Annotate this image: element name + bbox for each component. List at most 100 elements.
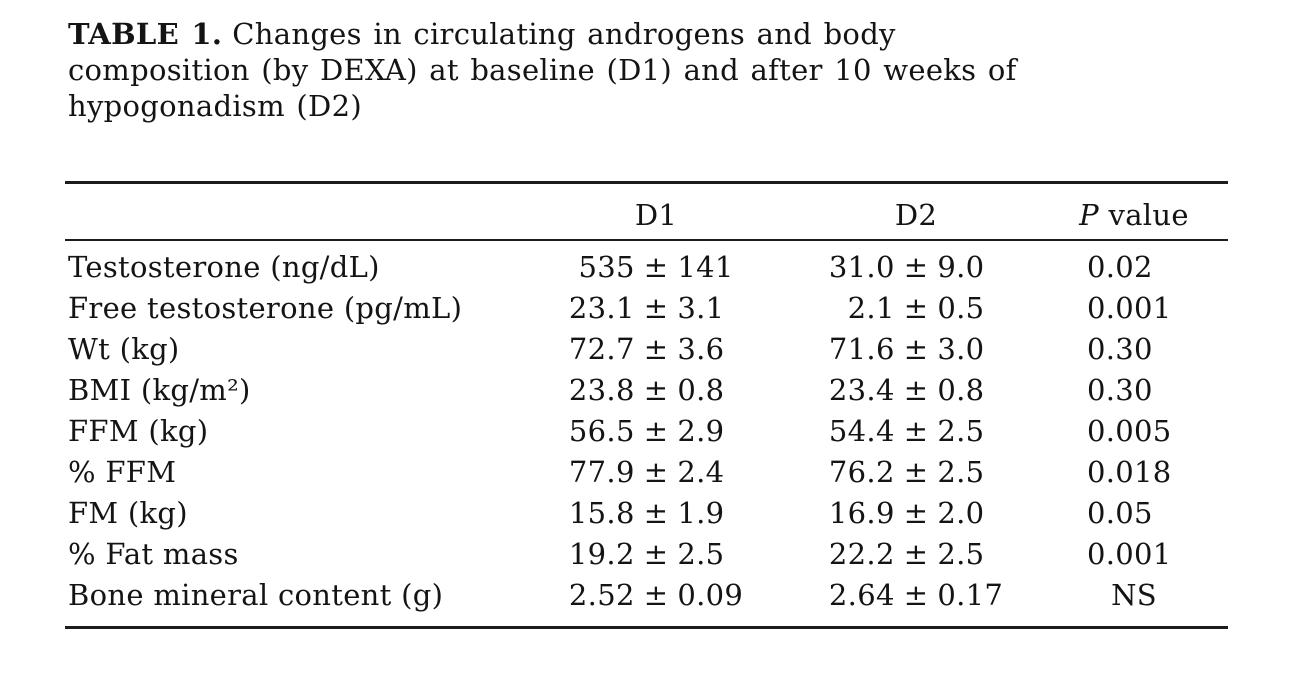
plus-minus-sign: ± [903, 290, 929, 325]
d1-mean: 77.9 [568, 454, 635, 489]
row-d1-cell: 72.7 ± 3.6 [520, 328, 792, 369]
row-p-cell: 0.05 [1040, 492, 1228, 533]
p-value: 0.30 [1087, 372, 1153, 407]
row-p-cell: 0.018 [1040, 451, 1228, 492]
d1-mean: 15.8 [568, 495, 635, 530]
row-p-cell: 0.005 [1040, 410, 1228, 451]
row-p-cell: 0.001 [1040, 533, 1228, 574]
d2-mean: 54.4 [828, 413, 895, 448]
p-value: 0.001 [1087, 290, 1172, 325]
row-p-cell: 0.001 [1040, 287, 1228, 328]
row-p-cell: NS [1040, 574, 1228, 628]
caption-line-1: Changes in circulating androgens and bod… [232, 17, 896, 51]
row-d2-cell: 71.6 ± 3.0 [792, 328, 1040, 369]
header-p-value: P value [1040, 183, 1228, 241]
plus-minus-sign: ± [643, 372, 669, 407]
p-value: 0.30 [1087, 331, 1153, 366]
row-d2-cell: 23.4 ± 0.8 [792, 369, 1040, 410]
d1-mean: 72.7 [568, 331, 635, 366]
row-d2-cell: 31.0 ± 9.0 [792, 240, 1040, 287]
d1-mean: 19.2 [568, 536, 635, 571]
table-row: % FFM 77.9 ± 2.4 76.2 ± 2.5 0.018 [65, 451, 1228, 492]
d2-mean: 71.6 [828, 331, 895, 366]
row-parameter: FM (kg) [68, 495, 188, 530]
row-d2-cell: 2.1 ± 0.5 [792, 287, 1040, 328]
d1-mean: 2.52 [568, 577, 635, 612]
row-parameter: % FFM [68, 454, 177, 489]
row-d2-cell: 16.9 ± 2.0 [792, 492, 1040, 533]
d2-sd: 2.5 [937, 413, 985, 448]
caption-line-3: hypogonadism (D2) [68, 89, 362, 123]
row-p-cell: 0.30 [1040, 369, 1228, 410]
d1-mean: 23.8 [568, 372, 635, 407]
d1-sd: 3.6 [677, 331, 725, 366]
plus-minus-sign: ± [643, 495, 669, 530]
d1-sd: 0.8 [677, 372, 725, 407]
p-value: 0.018 [1087, 454, 1172, 489]
plus-minus-sign: ± [903, 495, 929, 530]
d1-mean: 535 [578, 249, 635, 284]
header-p-rest: value [1108, 198, 1189, 232]
d2-mean: 23.4 [828, 372, 895, 407]
plus-minus-sign: ± [643, 249, 669, 284]
row-parameter: Testosterone (ng/dL) [68, 249, 380, 284]
d2-sd: 2.5 [937, 454, 985, 489]
page: TABLE 1. Changes in circulating androgens… [65, 16, 1228, 629]
row-parameter: FFM (kg) [68, 413, 209, 448]
table-row: BMI (kg/m²) 23.8 ± 0.8 23.4 ± 0.8 0.30 [65, 369, 1228, 410]
table-row: FFM (kg) 56.5 ± 2.9 54.4 ± 2.5 0.005 [65, 410, 1228, 451]
plus-minus-sign: ± [643, 413, 669, 448]
d2-mean: 76.2 [828, 454, 895, 489]
plus-minus-sign: ± [643, 454, 669, 489]
d2-sd: 2.0 [937, 495, 985, 530]
d1-sd: 0.09 [677, 577, 744, 612]
table-header-row: D1 D2 P value [65, 183, 1228, 241]
d2-mean: 16.9 [828, 495, 895, 530]
row-parameter: BMI (kg/m²) [68, 372, 251, 407]
d1-sd: 3.1 [677, 290, 725, 325]
table-body: Testosterone (ng/dL) 535 ± 141 31.0 ± 9.… [65, 240, 1228, 628]
d2-sd: 9.0 [937, 249, 985, 284]
p-value: 0.05 [1087, 495, 1153, 530]
row-parameter: Wt (kg) [68, 331, 180, 366]
p-value: 0.02 [1087, 249, 1153, 284]
header-d2: D2 [894, 198, 938, 232]
d2-mean: 22.2 [828, 536, 895, 571]
p-value: 0.005 [1087, 413, 1172, 448]
row-d2-cell: 2.64 ± 0.17 [792, 574, 1040, 628]
d1-mean: 56.5 [568, 413, 635, 448]
row-d1-cell: 2.52 ± 0.09 [520, 574, 792, 628]
row-d1-cell: 535 ± 141 [520, 240, 792, 287]
header-d1: D1 [634, 198, 678, 232]
row-d1-cell: 15.8 ± 1.9 [520, 492, 792, 533]
row-parameter: % Fat mass [68, 536, 239, 571]
d2-sd: 3.0 [937, 331, 985, 366]
row-d1-cell: 77.9 ± 2.4 [520, 451, 792, 492]
row-d1-cell: 19.2 ± 2.5 [520, 533, 792, 574]
row-parameter: Free testosterone (pg/mL) [68, 290, 463, 325]
plus-minus-sign: ± [643, 331, 669, 366]
p-value: 0.001 [1087, 536, 1172, 571]
header-parameter [65, 183, 520, 241]
row-d1-cell: 56.5 ± 2.9 [520, 410, 792, 451]
table-row: Testosterone (ng/dL) 535 ± 141 31.0 ± 9.… [65, 240, 1228, 287]
row-d2-cell: 54.4 ± 2.5 [792, 410, 1040, 451]
d1-mean: 23.1 [568, 290, 635, 325]
d1-sd: 2.9 [677, 413, 725, 448]
plus-minus-sign: ± [643, 577, 669, 612]
header-p-symbol: P [1079, 198, 1099, 232]
d1-sd: 141 [677, 249, 734, 284]
table-row: FM (kg) 15.8 ± 1.9 16.9 ± 2.0 0.05 [65, 492, 1228, 533]
d2-mean: 2.64 [828, 577, 895, 612]
plus-minus-sign: ± [643, 536, 669, 571]
caption-line-2: composition (by DEXA) at baseline (D1) a… [68, 53, 1017, 87]
d2-mean: 31.0 [828, 249, 895, 284]
table-row: Free testosterone (pg/mL) 23.1 ± 3.1 2.1… [65, 287, 1228, 328]
plus-minus-sign: ± [903, 413, 929, 448]
plus-minus-sign: ± [903, 331, 929, 366]
row-d2-cell: 76.2 ± 2.5 [792, 451, 1040, 492]
table-caption: TABLE 1. Changes in circulating androgens… [68, 16, 1228, 124]
table-row: Bone mineral content (g) 2.52 ± 0.09 2.6… [65, 574, 1228, 628]
row-d1-cell: 23.8 ± 0.8 [520, 369, 792, 410]
d1-sd: 2.4 [677, 454, 725, 489]
